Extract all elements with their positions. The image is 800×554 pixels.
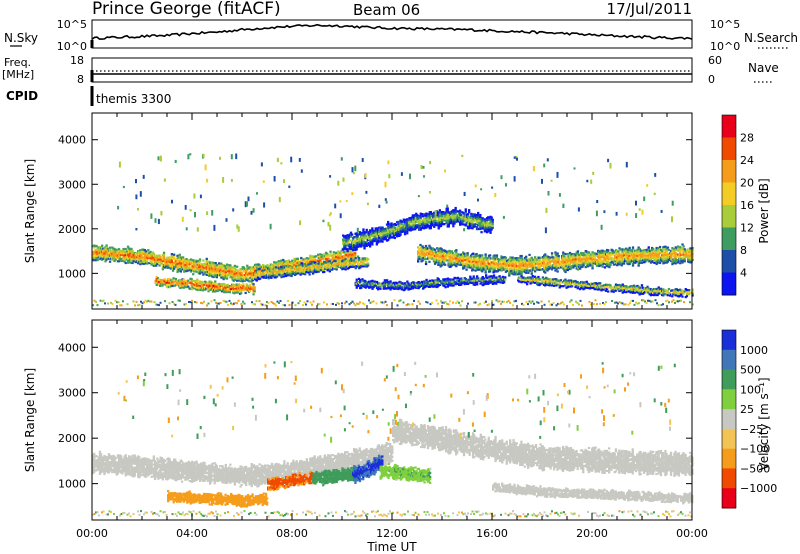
x-tick-label: 08:00 [276, 527, 308, 540]
velocity-band-7 [492, 482, 694, 505]
colorbar-swatch [722, 369, 736, 390]
power-panel: 1000 2000 3000 4000 Slant Range [km] [23, 112, 694, 310]
colorbar-tick-label: 12 [740, 222, 754, 235]
cpid-label: CPID [6, 89, 38, 103]
colorbar-swatch [722, 250, 736, 273]
colorbar-swatch [722, 330, 736, 351]
cpid-program: themis 3300 [96, 92, 171, 106]
nsky-series [91, 23, 693, 40]
colorbar-swatch [722, 272, 736, 296]
x-axis: 00:00 04:00 08:00 12:00 16:00 20:00 00:00 [76, 527, 708, 540]
power-band-1 [154, 275, 256, 296]
velocity-colorbar-label: Velocity [m s⁻¹] [757, 377, 771, 470]
velocity-band-1 [167, 490, 269, 508]
y-tick-label: 3000 [58, 178, 86, 191]
power-band-2 [254, 255, 370, 282]
colorbar-swatch [722, 448, 736, 469]
power-colorbar: 28 24 20 16 12 8 4 [721, 114, 754, 296]
freq-tick-top: 18 [70, 54, 84, 67]
power-band-4 [417, 243, 694, 277]
colorbar-tick-label: 16 [740, 199, 754, 212]
velocity-band-5 [379, 462, 432, 484]
nsky-tick-top-right: 10^5 [710, 18, 740, 31]
y-tick-label: 2000 [58, 223, 86, 236]
colorbar-tick-label: 8 [740, 244, 747, 257]
y-tick-label: 1000 [58, 478, 86, 491]
colorbar-tick-label: 1000 [740, 344, 768, 357]
colorbar-swatch [722, 137, 736, 161]
colorbar-tick-label: 100 [740, 383, 761, 396]
velocity-band-0 [92, 441, 394, 488]
power-speckle [117, 153, 674, 234]
x-tick-label: 20:00 [576, 527, 608, 540]
freq-tick-bottom: 8 [77, 73, 84, 86]
colorbar-swatch [722, 428, 736, 450]
velocity-panel: 1000 2000 3000 4000 Slant Range [km] [23, 319, 694, 521]
colorbar-tick-label: −1000 [740, 482, 777, 495]
colorbar-swatch [722, 389, 736, 410]
colorbar-swatch [722, 349, 736, 371]
colorbar-tick-label: 20 [740, 177, 754, 190]
velocity-speckle [117, 361, 676, 443]
colorbar-swatch [722, 182, 736, 206]
x-tick-label: 12:00 [376, 527, 408, 540]
colorbar-swatch [722, 468, 736, 489]
beam-title: Beam 06 [353, 1, 420, 19]
freq-strip: Freq. [MHz] 18 8 60 0 Nave [2, 54, 779, 86]
power-band-5 [354, 274, 507, 292]
nsky-tick-bottom-right: 10^0 [710, 40, 740, 53]
velocity-ground-scatter [92, 510, 693, 518]
velocity-band-4 [352, 454, 384, 484]
colorbar-tick-label: 25 [740, 403, 754, 416]
nsearch-label: N.Search [744, 31, 798, 45]
colorbar-tick-label: −100 [740, 443, 770, 456]
y-tick-label: 3000 [58, 387, 86, 400]
colorbar-swatch [722, 227, 736, 251]
date-title: 17/Jul/2011 [607, 0, 692, 18]
x-tick-label: 00:00 [676, 527, 708, 540]
cpid-strip: CPID themis 3300 [6, 86, 171, 106]
velocity-colorbar: 1000 500 100 25 −25 −100 −500 −1000 [721, 329, 777, 509]
nsky-tick-top: 10^5 [57, 18, 87, 31]
nave-tick-top: 60 [708, 54, 722, 67]
freq-label-1: Freq. [4, 56, 31, 69]
power-band-6 [517, 275, 694, 299]
colorbar-tick-label: 24 [740, 154, 754, 167]
y-tick-label: 1000 [58, 267, 86, 280]
colorbar-tick-label: 4 [740, 267, 747, 280]
y-tick-label: 2000 [58, 432, 86, 445]
colorbar-swatch [722, 160, 736, 183]
station-title: Prince George (fitACF) [92, 0, 281, 19]
power-band-3 [342, 206, 494, 253]
freq-label-2: [MHz] [2, 68, 34, 81]
colorbar-swatch [722, 409, 736, 430]
x-axis-label: Time UT [366, 540, 417, 554]
colorbar-swatch [722, 205, 736, 228]
colorbar-swatch [722, 115, 736, 138]
colorbar-tick-label: −500 [740, 462, 770, 475]
nsky-tick-bottom: 10^0 [57, 40, 87, 53]
colorbar-tick-label: 500 [740, 364, 761, 377]
velocity-band-6 [392, 418, 694, 477]
nsky-strip: N.Sky 10^5 10^0 10^5 10^0 N.Search [4, 18, 798, 53]
y-tick-label: 4000 [58, 134, 86, 147]
power-ground-scatter [92, 299, 694, 307]
x-tick-label: 04:00 [176, 527, 208, 540]
colorbar-tick-label: 28 [740, 132, 754, 145]
nave-label: Nave [748, 61, 779, 75]
power-colorbar-label: Power [dB] [757, 178, 771, 243]
y-tick-label: 4000 [58, 341, 86, 354]
x-tick-label: 00:00 [76, 527, 108, 540]
colorbar-tick-label: −25 [740, 423, 763, 436]
nave-tick-bottom: 0 [708, 73, 715, 86]
x-tick-label: 16:00 [476, 527, 508, 540]
power-ylabel: Slant Range [km] [23, 159, 37, 263]
velocity-ylabel: Slant Range [km] [23, 368, 37, 472]
nsky-label: N.Sky [4, 31, 38, 45]
colorbar-swatch [722, 488, 736, 509]
velocity-band-3 [312, 466, 356, 487]
